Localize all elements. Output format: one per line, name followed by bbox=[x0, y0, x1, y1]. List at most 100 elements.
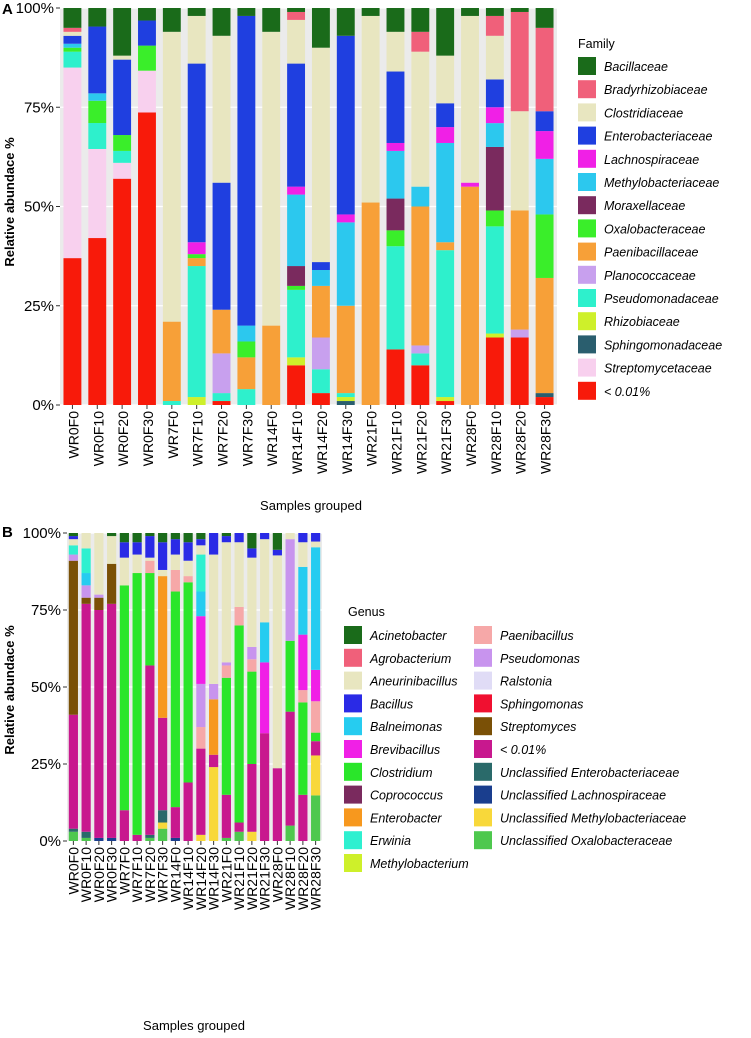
panel-b-bar-segment bbox=[132, 533, 142, 543]
panel-b-bar-segment bbox=[107, 603, 117, 838]
panel-b-bar-segment bbox=[285, 711, 295, 826]
panel-b-bar-segment bbox=[158, 542, 168, 570]
panel-a-bar-segment bbox=[88, 8, 107, 27]
panel-a-x-tick-label: WR7F0 bbox=[165, 411, 181, 459]
panel-a-legend-label: Oxalobacteraceae bbox=[604, 222, 706, 236]
panel-b-bar-segment bbox=[81, 831, 91, 838]
panel-a-bar-segment bbox=[436, 250, 455, 398]
panel-b-x-tick-label: WR7F10 bbox=[129, 847, 145, 902]
panel-a-legend-swatch bbox=[578, 242, 596, 261]
panel-b-bar-segment bbox=[209, 554, 219, 684]
panel-a-y-tick-label: 25% bbox=[24, 298, 54, 315]
panel-b-bar-segment bbox=[285, 825, 295, 841]
panel-b-bar-segment bbox=[221, 794, 231, 838]
panel-b-legend-label: Methylobacterium bbox=[370, 857, 469, 871]
panel-a-bar-segment bbox=[287, 266, 306, 286]
panel-a-bar-segment bbox=[138, 70, 156, 113]
panel-a-x-tick-label: WR7F30 bbox=[239, 411, 255, 466]
panel-a-bar-segment bbox=[63, 8, 82, 28]
panel-a-bar-segment bbox=[411, 51, 430, 187]
panel-a-bar-segment bbox=[88, 26, 107, 94]
panel-a-bar-segment bbox=[212, 401, 231, 405]
panel-a-bar-segment bbox=[187, 242, 206, 255]
panel-b-bar-segment bbox=[158, 810, 168, 823]
panel-a-bar-segment bbox=[113, 55, 132, 60]
panel-b-bar-segment bbox=[94, 594, 104, 598]
panel-b-bar-segment bbox=[81, 573, 91, 586]
panel-a-legend-swatch bbox=[578, 57, 596, 75]
panel-b-bar-segment bbox=[311, 669, 321, 702]
panel-a-bar-segment bbox=[411, 8, 430, 32]
panel-a-bar-segment bbox=[436, 55, 455, 104]
panel-b-x-tick-label: WR28F30 bbox=[308, 847, 324, 910]
panel-b-bar-segment bbox=[158, 828, 168, 841]
panel-a-bar-segment bbox=[311, 8, 330, 48]
panel-a-bar-segment bbox=[287, 194, 306, 267]
panel-b-bar-segment bbox=[145, 573, 155, 666]
panel-a-bar-segment bbox=[187, 63, 206, 243]
panel-b-bar-segment bbox=[119, 585, 129, 811]
panel-b-x-tick-label: WR14F30 bbox=[206, 847, 222, 910]
panel-b-legend-label: Brevibacillus bbox=[370, 743, 440, 757]
panel-b-legend-swatch bbox=[344, 694, 362, 713]
panel-b-legend-swatch bbox=[474, 762, 492, 781]
panel-b-x-tick-label: WR0F20 bbox=[91, 847, 107, 902]
panel-a-x-tick-label: WR14F30 bbox=[339, 411, 355, 474]
panel-b-bar-segment bbox=[183, 533, 193, 543]
panel-b-bar-segment bbox=[298, 794, 308, 841]
panel-a-bar-segment bbox=[411, 353, 430, 366]
panel-b-y-tick-label: 100% bbox=[23, 525, 61, 542]
panel-b-legend-label: Acinetobacter bbox=[369, 629, 447, 643]
panel-b-bar-segment bbox=[234, 625, 244, 823]
panel-a-legend-label: Lachnospiraceae bbox=[604, 153, 699, 167]
panel-b-bar-segment bbox=[119, 810, 129, 841]
panel-b-bar-segment bbox=[209, 754, 219, 768]
panel-a-bar-segment bbox=[287, 289, 306, 358]
panel-b-legend-swatch bbox=[474, 831, 492, 850]
panel-a-legend-swatch bbox=[578, 219, 596, 238]
panel-b-legend-label: Streptomyces bbox=[500, 720, 576, 734]
panel-a-x-tick-label: WR14F20 bbox=[314, 411, 330, 474]
panel-a-bar-segment bbox=[88, 123, 107, 149]
panel-b-bar-segment bbox=[247, 671, 257, 764]
panel-b-legend-swatch bbox=[474, 808, 492, 827]
panel-a-legend: Bacillaceae Bradyrhizobiaceae Clostridiace… bbox=[578, 57, 722, 400]
panel-a-bar-segment bbox=[336, 305, 355, 394]
panel-a-bar-segment bbox=[386, 349, 405, 405]
panel-b-bar-segment bbox=[170, 591, 180, 808]
panel-b-bar-segment bbox=[260, 533, 270, 540]
panel-a-bar-segment bbox=[113, 178, 132, 405]
panel-a-legend-swatch bbox=[578, 173, 596, 191]
panel-a-bar-segment bbox=[436, 8, 455, 56]
panel-a-legend-swatch bbox=[578, 196, 596, 215]
panel-a-bar-segment bbox=[262, 31, 281, 326]
panel-b-y-tick-label: 75% bbox=[31, 602, 61, 619]
panel-a-bar-segment bbox=[63, 31, 82, 36]
panel-b-bar-segment bbox=[221, 665, 231, 678]
panel-b-bar-segment bbox=[298, 542, 308, 567]
panel-b-bar-segment bbox=[196, 727, 206, 749]
panel-b-legend-label: Enterobacter bbox=[370, 811, 442, 825]
panel-a-y-tick-label: 100% bbox=[16, 0, 54, 17]
panel-b-bar-segment bbox=[234, 533, 244, 543]
panel-a-bar-segment bbox=[88, 100, 107, 124]
panel-a-bar-segment bbox=[287, 8, 306, 12]
panel-a-bar-segment bbox=[336, 8, 355, 36]
panel-a-bar-segment bbox=[212, 35, 231, 183]
panel-a-bar-segment bbox=[336, 35, 355, 215]
panel-a-bar-segment bbox=[461, 8, 479, 16]
panel-b-bar-segment bbox=[247, 557, 257, 647]
panel-b-legend-swatch bbox=[344, 762, 362, 781]
panel-b-legend-label: Paenibacillus bbox=[500, 629, 574, 643]
panel-b-bar-segment bbox=[94, 533, 104, 595]
panel-b-legend-swatch bbox=[344, 785, 362, 804]
panel-a-bar-segment bbox=[361, 8, 380, 16]
panel-b-bar-segment bbox=[158, 569, 168, 577]
panel-a-bar-segment bbox=[63, 43, 82, 48]
panel-a-bar-segment bbox=[311, 393, 330, 405]
panel-b-legend-label: Agrobacterium bbox=[369, 652, 451, 666]
panel-b-bar-segment bbox=[196, 539, 206, 546]
panel-b-bar-segment bbox=[196, 545, 206, 555]
panel-b-bar-segment bbox=[119, 557, 129, 586]
panel-b-legend-label: Balneimonas bbox=[370, 720, 442, 734]
